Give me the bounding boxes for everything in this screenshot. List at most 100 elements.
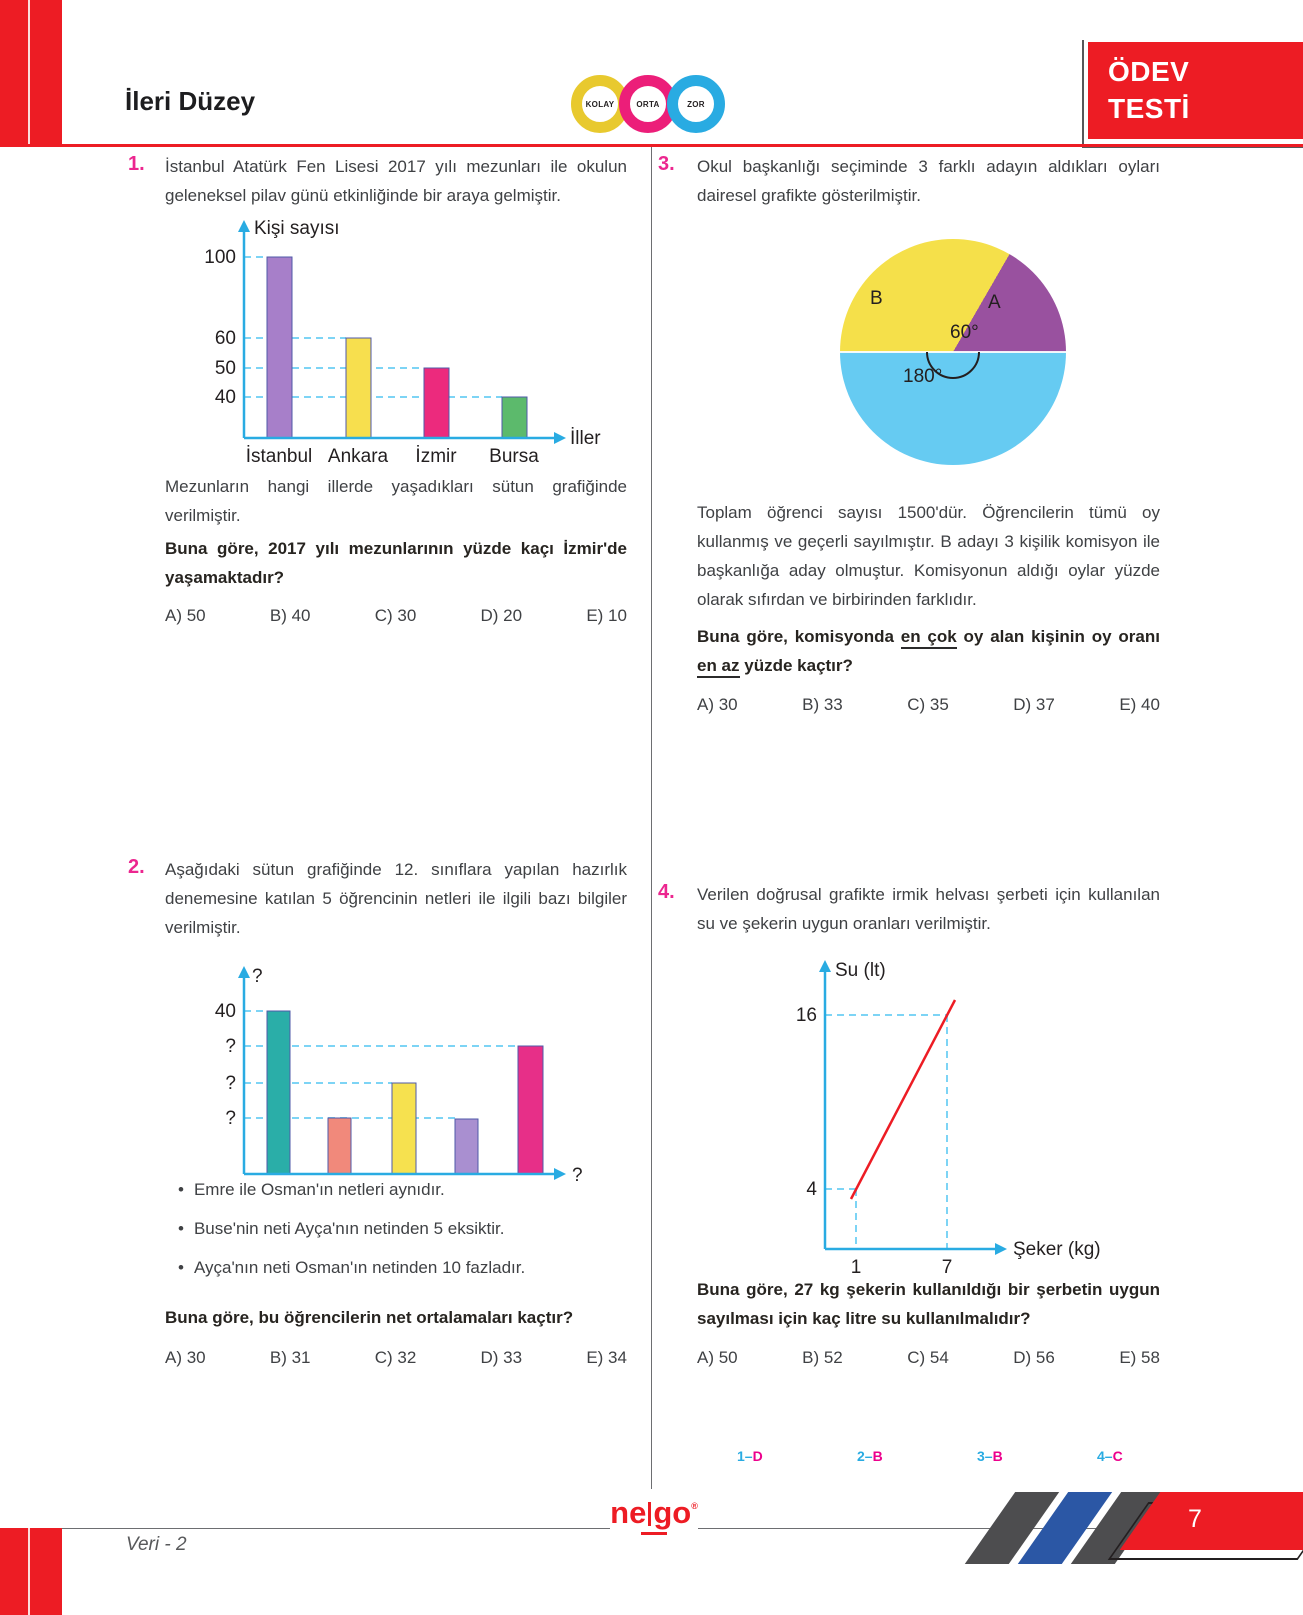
footer-series-label: Veri - 2 bbox=[126, 1534, 187, 1555]
badge-zor-label: ZOR bbox=[687, 99, 705, 109]
q1-cat-ankara: Ankara bbox=[328, 446, 389, 467]
q4-xaxis-arrow bbox=[995, 1243, 1007, 1255]
q3-slice-a-label: A bbox=[988, 292, 1001, 313]
q2-bullet-3-text: Ayça'nın neti Osman'ın netinden 10 fazla… bbox=[193, 1258, 526, 1277]
answer-key-3-a: B bbox=[992, 1448, 1003, 1464]
q1-bar-bursa bbox=[501, 396, 528, 439]
badge-kolay-label: KOLAY bbox=[585, 99, 615, 109]
q3-question-bold: Buna göre, komisyonda en çok oy alan kiş… bbox=[697, 622, 1160, 680]
q1-cat-bursa: Bursa bbox=[489, 446, 539, 467]
q2-option-d: D) 33 bbox=[480, 1348, 523, 1367]
q3-text: Okul başkanlığı seçiminde 3 farklı adayı… bbox=[697, 157, 1160, 205]
q2-bullet-2-text: Buse'nin neti Ayça'nın netinden 5 eksikt… bbox=[193, 1219, 505, 1238]
q3-paragraph: Toplam öğrenci sayısı 1500'dür. Öğrencil… bbox=[697, 503, 1160, 609]
q3-angle-60-label: 60° bbox=[950, 322, 979, 343]
column-divider bbox=[651, 147, 652, 1500]
q4-option-a: A) 50 bbox=[697, 1348, 738, 1367]
q1-option-a: A) 50 bbox=[165, 606, 206, 625]
q2-bullets: Emre ile Osman'ın netleri aynıdır. Buse'… bbox=[178, 1176, 648, 1293]
q2-options: A) 30 B) 31 C) 32 D) 33 E) 34 bbox=[165, 1348, 627, 1368]
answer-key-3: 3–B bbox=[977, 1448, 1003, 1464]
answer-key-2-q: 2– bbox=[857, 1448, 873, 1464]
test-type-box: ÖDEV TESTİ bbox=[1088, 42, 1303, 139]
q4-option-b: B) 52 bbox=[802, 1348, 843, 1367]
q2-text: Aşağıdaki sütun grafiğinde 12. sınıflara… bbox=[165, 860, 627, 937]
q2-bar-3 bbox=[391, 1082, 417, 1175]
page-number: 7 bbox=[1188, 1505, 1202, 1533]
q2-yaxis-arrow bbox=[238, 966, 250, 978]
q1-xaxis-arrow bbox=[554, 432, 566, 444]
q1-option-e: E) 10 bbox=[586, 606, 627, 625]
q4-ratio-line bbox=[849, 999, 957, 1200]
difficulty-badge-zor: ZOR bbox=[667, 75, 725, 133]
q2-ytick-q1: ? bbox=[225, 1036, 236, 1057]
logo-divider-bar bbox=[648, 1502, 652, 1526]
q3-option-d: D) 37 bbox=[1013, 695, 1055, 714]
q1-bar-ankara bbox=[345, 337, 372, 439]
page-title: İleri Düzey bbox=[125, 86, 256, 116]
q4-xtick-7: 7 bbox=[942, 1257, 953, 1278]
q2-bar-2 bbox=[327, 1117, 352, 1175]
q1-bar-izmir bbox=[423, 367, 450, 439]
q4-option-c: C) 54 bbox=[907, 1348, 949, 1367]
q3-angle-180-label: 180° bbox=[903, 366, 943, 387]
q4-option-d: D) 56 bbox=[1013, 1348, 1055, 1367]
q1-bar-istanbul bbox=[266, 256, 293, 439]
q3-number: 3. bbox=[658, 153, 675, 175]
answer-key-4-a: C bbox=[1112, 1448, 1123, 1464]
q4-text: Verilen doğrusal grafikte irmik helvası … bbox=[697, 885, 1160, 933]
q1-bar-chart: Kişi sayısı 100 60 50 40 İstanbul Ankara… bbox=[204, 218, 601, 467]
q2-bullet-1: Emre ile Osman'ın netleri aynıdır. bbox=[178, 1176, 648, 1204]
q3-options: A) 30 B) 33 C) 35 D) 37 E) 40 bbox=[697, 695, 1160, 715]
q1-ytick-40: 40 bbox=[215, 387, 236, 408]
q1-after-chart-text: Mezunların hangi illerde yaşadıkları süt… bbox=[165, 477, 627, 525]
q4-xlabel: Şeker (kg) bbox=[1013, 1239, 1101, 1260]
answer-key-2-a: B bbox=[872, 1448, 883, 1464]
q4-yaxis-arrow bbox=[819, 960, 831, 972]
q1-question-bold: Buna göre, 2017 yılı mezunlarının yüzde … bbox=[165, 539, 627, 587]
q2-number: 2. bbox=[128, 856, 145, 878]
q2-ylabel: ? bbox=[252, 966, 263, 987]
answer-key-1-a: D bbox=[752, 1448, 763, 1464]
q4-ylabel: Su (lt) bbox=[835, 960, 886, 981]
q1-ytick-50: 50 bbox=[215, 358, 236, 379]
answer-key-3-q: 3– bbox=[977, 1448, 993, 1464]
q1-option-b: B) 40 bbox=[269, 606, 311, 625]
footer-rule bbox=[62, 1528, 1140, 1529]
test-box-left-line bbox=[1082, 40, 1084, 146]
q1-ytick-100: 100 bbox=[204, 247, 236, 268]
q4-xtick-1: 1 bbox=[851, 1257, 862, 1278]
q2-bar-4 bbox=[454, 1118, 479, 1175]
q2-bar-5 bbox=[517, 1045, 544, 1175]
q1-ylabel: Kişi sayısı bbox=[254, 218, 340, 239]
q4-ytick-4: 4 bbox=[806, 1179, 817, 1200]
q4-number: 4. bbox=[658, 881, 675, 903]
answer-key-4-q: 4– bbox=[1097, 1448, 1113, 1464]
publisher-logo: ne go® bbox=[610, 1489, 698, 1563]
answer-key-1-q: 1– bbox=[737, 1448, 753, 1464]
q1-options: A) 50 B) 40 C) 30 D) 20 E) 10 bbox=[165, 606, 627, 626]
q3-bold-part1: Buna göre, komisyonda bbox=[697, 627, 901, 646]
q1-ytick-60: 60 bbox=[215, 328, 236, 349]
corner-red-block-top bbox=[0, 0, 62, 144]
answer-key-4: 4–C bbox=[1097, 1448, 1123, 1464]
q2-option-a: A) 30 bbox=[165, 1348, 206, 1367]
q3-option-a: A) 30 bbox=[697, 695, 738, 714]
q2-bar-chart: ? 40 ? ? ? ? bbox=[215, 966, 583, 1186]
q3-bold-part2: oy alan kişinin oy oranı bbox=[956, 627, 1160, 646]
test-box-bottom-line bbox=[1082, 146, 1303, 148]
nego-logo-text: ne go® bbox=[610, 1489, 698, 1530]
q3-bold-enaz: en az bbox=[697, 656, 740, 678]
q2-ytick-q2: ? bbox=[225, 1073, 236, 1094]
q4-question-bold: Buna göre, 27 kg şekerin kullanıldığı bi… bbox=[697, 1280, 1160, 1328]
q2-option-b: B) 31 bbox=[269, 1348, 311, 1367]
q1-xlabel: İller bbox=[570, 428, 601, 449]
q4-line-chart: Su (lt) 16 4 1 7 Şeker (kg) bbox=[796, 960, 1101, 1278]
q2-ytick-40: 40 bbox=[215, 1001, 236, 1022]
q1-number: 1. bbox=[128, 153, 145, 175]
q1-cat-istanbul: İstanbul bbox=[246, 446, 313, 467]
q4-option-e: E) 58 bbox=[1119, 1348, 1160, 1367]
header-rule bbox=[0, 144, 1303, 147]
logo-tagline bbox=[641, 1532, 667, 1535]
